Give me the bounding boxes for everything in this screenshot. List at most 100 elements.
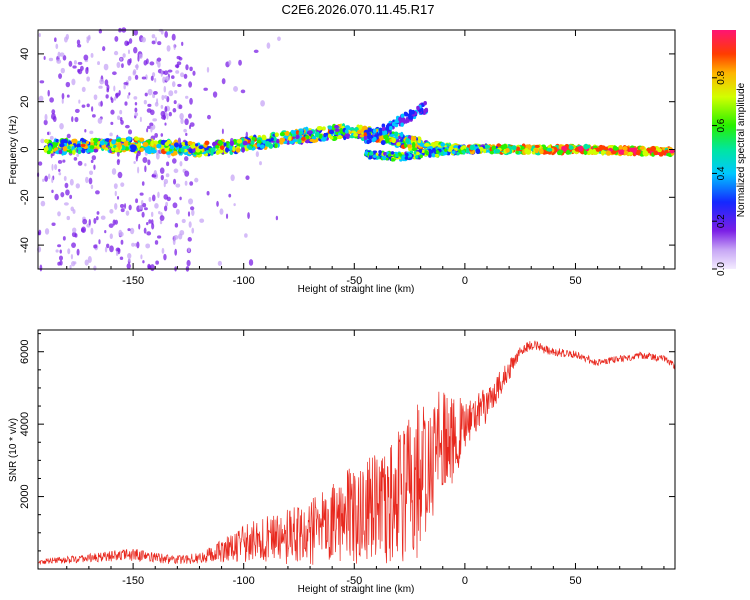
spectrogram-noise-point: [127, 94, 130, 99]
spectrogram-y-tick-label: 20: [19, 96, 31, 108]
spectrogram-noise-point: [124, 124, 130, 129]
spectrogram-noise-point: [142, 157, 148, 164]
spectrogram-noise-point: [139, 116, 142, 123]
spectrogram-carrier-point: [62, 146, 68, 152]
spectrogram-noise-point: [154, 77, 157, 83]
spectrogram-noise-point: [96, 211, 100, 215]
spectrogram-noise-point: [189, 181, 194, 186]
spectrogram-noise-point: [159, 167, 165, 174]
spectrogram-noise-point: [54, 37, 57, 43]
spectrogram-carrier-point: [394, 131, 399, 137]
spectrogram-carrier-point: [337, 135, 343, 140]
spectrogram-carrier-point: [666, 152, 672, 157]
spectrogram-noise-point: [179, 161, 183, 167]
spectrogram-noise-point: [38, 95, 44, 102]
spectrogram-streak-point: [367, 132, 372, 138]
spectrogram-noise-point: [165, 201, 168, 207]
spectrogram-carrier-point: [164, 141, 170, 146]
spectrogram-noise-point: [244, 233, 248, 238]
spectrogram-carrier-point: [334, 124, 339, 129]
spectrogram-noise-point: [163, 95, 168, 99]
spectrogram-noise-point: [191, 227, 195, 234]
spectrogram-noise-point: [156, 98, 159, 105]
spectrogram-carrier-point: [515, 146, 521, 151]
spectrogram-noise-point: [146, 221, 149, 226]
spectrogram-carrier-point: [81, 148, 86, 154]
spectrogram-branch-point: [398, 153, 403, 157]
spectrogram-carrier-point: [187, 140, 193, 146]
spectrogram-noise-point: [188, 81, 193, 88]
spectrogram-noise-point: [70, 206, 75, 212]
spectrogram-noise-point: [166, 45, 171, 52]
spectrogram-branch-point: [431, 153, 436, 157]
spectrogram-noise-point: [64, 182, 69, 189]
spectrogram-carrier-point: [181, 141, 185, 146]
spectrogram-carrier-point: [396, 142, 401, 147]
spectrogram-noise-point: [127, 228, 131, 232]
spectrogram-noise-point: [48, 57, 54, 62]
spectrogram-noise-point: [207, 114, 211, 120]
spectrogram-noise-point: [90, 227, 94, 235]
spectrogram-noise-point: [189, 66, 193, 72]
spectrogram-noise-point: [184, 118, 189, 126]
spectrogram-noise-point: [59, 249, 62, 254]
spectrogram-noise-point: [171, 33, 176, 41]
spectrogram-carrier-point: [304, 126, 309, 133]
snr-plot-frame: [37, 329, 676, 570]
spectrogram-carrier-point: [440, 142, 446, 147]
spectrogram-noise-point: [143, 227, 147, 234]
spectrogram-carrier-point: [395, 138, 400, 144]
snr-ticks: -150 -100 -50 0 50 2000 4000 6000: [19, 330, 675, 587]
spectrogram-noise-point: [76, 153, 80, 158]
spectrogram-noise-point: [57, 211, 61, 217]
spectrogram-noise-point: [95, 216, 99, 221]
spectrogram-noise-point: [176, 61, 182, 66]
spectrogram-noise-point: [187, 211, 191, 217]
spectrogram-noise-point: [86, 103, 90, 108]
spectrogram-noise-point: [163, 194, 169, 200]
spectrogram-noise-point: [185, 95, 189, 99]
spectrogram-carrier-point: [139, 147, 144, 152]
spectrogram-noise-point: [144, 92, 148, 97]
spectrogram-noise-point: [174, 90, 178, 94]
spectrogram-carrier-point: [58, 149, 63, 155]
spectrogram-noise-point: [139, 192, 144, 196]
spectrogram-carrier-point: [247, 145, 253, 151]
spectrogram-carrier-point: [664, 149, 670, 153]
spectrogram-noise-point: [117, 171, 123, 179]
spectrogram-noise-point: [181, 41, 184, 46]
spectrogram-noise-point: [179, 112, 184, 120]
spectrogram-carrier-point: [104, 147, 109, 151]
spectrogram-noise-point: [79, 65, 84, 71]
spectrogram-carrier-point: [578, 145, 584, 152]
spectrogram-branch-point: [428, 149, 433, 154]
spectrogram-noise-point: [54, 163, 58, 171]
spectrogram-noise-point: [168, 90, 174, 97]
spectrogram-noise-point: [113, 85, 116, 92]
spectrogram-noise-point: [166, 161, 170, 167]
spectrogram-carrier-point: [475, 148, 481, 155]
spectrogram-noise-point: [134, 74, 139, 80]
spectrogram-noise-point: [135, 155, 138, 162]
spectrogram-noise-point: [155, 260, 159, 265]
spectrogram-noise-point: [157, 41, 162, 46]
spectrogram-noise-point: [266, 42, 271, 49]
spectrogram-carrier-point: [595, 147, 601, 152]
spectrogram-noise-point: [194, 177, 199, 183]
spectrogram-carrier-point: [316, 125, 323, 131]
snr-y-axis-label: SNR (10 * v/v): [8, 418, 19, 482]
spectrogram-noise-point: [93, 164, 96, 170]
spectrogram-branch-point: [383, 151, 387, 156]
spectrogram-noise-point: [47, 131, 50, 136]
spectrogram-noise-point: [143, 99, 147, 105]
spectrogram-noise-point: [47, 173, 51, 180]
spectrogram-branch-point: [390, 151, 395, 155]
spectrogram-noise-point: [149, 122, 154, 127]
spectrogram-carrier-point: [126, 136, 132, 142]
spectrogram-carrier-point: [623, 150, 629, 156]
spectrogram-marks: [37, 27, 675, 272]
spectrogram-carrier-point: [274, 132, 279, 138]
spectrogram-carrier-point: [130, 148, 136, 153]
spectrogram-noise-point: [134, 102, 138, 106]
